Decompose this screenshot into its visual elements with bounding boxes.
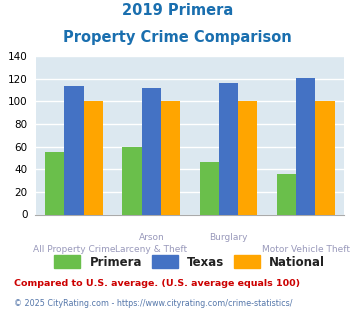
Bar bbox=[122, 147, 142, 214]
Bar bbox=[161, 101, 180, 214]
Text: © 2025 CityRating.com - https://www.cityrating.com/crime-statistics/: © 2025 CityRating.com - https://www.city… bbox=[14, 299, 293, 308]
Text: 2019 Primera: 2019 Primera bbox=[122, 3, 233, 18]
Bar bbox=[142, 88, 161, 214]
Bar bbox=[315, 101, 335, 214]
Legend: Primera, Texas, National: Primera, Texas, National bbox=[54, 255, 326, 269]
Bar bbox=[238, 101, 257, 214]
Bar bbox=[65, 85, 84, 214]
Text: Burglary: Burglary bbox=[209, 233, 248, 242]
Bar bbox=[277, 174, 296, 214]
Bar bbox=[84, 101, 103, 214]
Text: Compared to U.S. average. (U.S. average equals 100): Compared to U.S. average. (U.S. average … bbox=[14, 279, 300, 288]
Text: Motor Vehicle Theft: Motor Vehicle Theft bbox=[262, 245, 350, 254]
Bar bbox=[200, 162, 219, 214]
Text: All Property Crime: All Property Crime bbox=[33, 245, 115, 254]
Text: Larceny & Theft: Larceny & Theft bbox=[115, 245, 187, 254]
Text: Property Crime Comparison: Property Crime Comparison bbox=[63, 30, 292, 45]
Bar bbox=[296, 78, 315, 214]
Text: Arson: Arson bbox=[138, 233, 164, 242]
Bar bbox=[219, 83, 238, 214]
Bar bbox=[45, 152, 65, 214]
